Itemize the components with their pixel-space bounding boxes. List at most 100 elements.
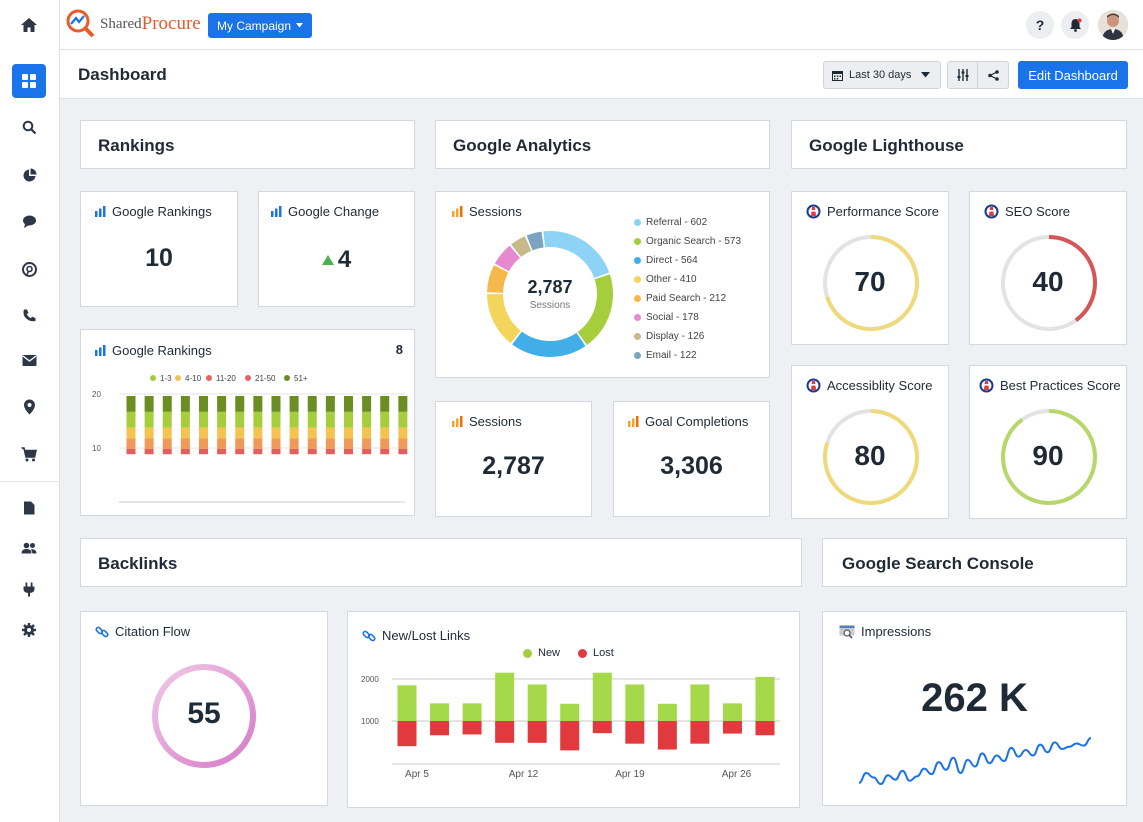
document-icon[interactable] [12, 491, 46, 525]
rank-bar-segment [144, 448, 154, 455]
rank-bar-segment [144, 396, 154, 412]
user-avatar[interactable] [1098, 10, 1128, 40]
impressions-sparkline [858, 737, 1092, 786]
gauge-arc [823, 409, 919, 505]
legend-lost-label: Lost [593, 647, 614, 659]
x-tick-label: Apr 19 [615, 769, 645, 780]
new-lost-links-widget[interactable]: New/Lost Links New Lost 1000 2000 Apr 5 Apr… [347, 611, 800, 808]
legend-new-label: New [538, 647, 561, 659]
widget-title: New/Lost Links [362, 628, 470, 643]
chat-icon[interactable] [12, 204, 46, 238]
brand-name-part1: Shared [100, 15, 142, 32]
legend-dot [245, 375, 251, 381]
donut-legend-item: Paid Search - 212 [634, 289, 741, 308]
rank-bar-segment [235, 448, 245, 455]
citation-flow-widget[interactable]: Citation Flow 55 [80, 611, 328, 806]
date-range-dropdown[interactable]: Last 30 days [823, 61, 941, 89]
new-links-bar [527, 684, 547, 721]
legend-new: New [523, 647, 560, 659]
rank-bar-segment [380, 438, 390, 449]
sliders-icon [957, 69, 968, 81]
widget-title-text: Goal Completions [645, 414, 749, 429]
legend-label: Social - 178 [646, 312, 699, 323]
sessions-value: 2,787 [482, 452, 545, 480]
y-tick-label: 2000 [361, 675, 379, 684]
section-title: Google Analytics [453, 136, 592, 155]
link-icon [95, 626, 109, 637]
rank-bar-segment [180, 411, 190, 428]
help-button[interactable]: ? [1026, 11, 1054, 39]
seo-score-widget[interactable]: SEO Score 40 [969, 191, 1127, 345]
users-icon[interactable] [12, 531, 46, 565]
legend-dot [206, 375, 212, 381]
sessions-widget[interactable]: Sessions 2,787 [435, 401, 592, 517]
performance-score-widget[interactable]: Performance Score 70 [791, 191, 949, 345]
accessibility-score-widget[interactable]: Accessiblity Score 80 [791, 365, 949, 519]
new-links-bar [657, 703, 677, 721]
goal-completions-widget[interactable]: Goal Completions 3,306 [613, 401, 770, 517]
widget-title-text: Citation Flow [115, 624, 191, 639]
dashboard-icon[interactable] [12, 64, 46, 98]
new-links-bar [722, 703, 742, 721]
mail-icon[interactable] [12, 343, 46, 377]
google-rankings-value: 10 [145, 244, 173, 272]
best-practices-score-widget[interactable]: Best Practices Score 90 [969, 365, 1127, 519]
google-rankings-widget[interactable]: Google Rankings 10 [80, 191, 238, 307]
rank-bar-segment [380, 448, 390, 455]
bar-chart-icon [452, 206, 463, 217]
legend-dot [284, 375, 290, 381]
search-icon[interactable] [12, 110, 46, 144]
campaign-dropdown[interactable]: My Campaign [208, 13, 313, 38]
x-tick-label: 18 Oct [130, 515, 156, 516]
rank-bar-segment [180, 396, 190, 412]
lost-links-bar [430, 721, 450, 736]
rank-bar-segment [343, 448, 353, 455]
notifications-button[interactable] [1061, 11, 1089, 39]
share-button[interactable] [978, 61, 1009, 89]
sessions-donut-widget[interactable]: Sessions 2,787 Sessions Referral - 602 Or… [435, 191, 770, 378]
section-header-analytics: Google Analytics [435, 120, 770, 169]
sidebar-divider [0, 481, 59, 482]
pie-chart-icon[interactable] [12, 158, 46, 192]
rank-bar-segment [162, 396, 172, 412]
plug-icon[interactable] [12, 572, 46, 606]
rank-bar-segment [235, 438, 245, 449]
filter-settings-button[interactable] [947, 61, 978, 89]
home-icon[interactable] [12, 8, 46, 42]
citation-flow-gauge [152, 664, 256, 768]
legend-label: Paid Search - 212 [646, 293, 727, 304]
cart-icon[interactable] [12, 437, 46, 471]
brand-logo[interactable]: Shared Procure [66, 8, 201, 40]
edit-dashboard-button[interactable]: Edit Dashboard [1018, 61, 1128, 89]
lost-links-bar [690, 721, 710, 744]
impressions-widget[interactable]: Impressions 262 K [822, 611, 1127, 806]
rank-bar-segment [253, 411, 263, 428]
caret-down-icon [921, 72, 931, 78]
x-tick-label: 8 Nov [319, 515, 342, 516]
page-title: Dashboard [78, 65, 167, 84]
lost-links-bar [592, 721, 612, 734]
rank-bar-segment [217, 411, 227, 428]
settings-gear-icon[interactable] [12, 613, 46, 647]
legend-dot [634, 219, 641, 226]
pinterest-icon[interactable] [12, 252, 46, 286]
rank-bar-segment [307, 448, 317, 455]
legend-label: 11-20 [216, 374, 236, 383]
bell-icon [1069, 18, 1081, 32]
map-pin-icon[interactable] [12, 390, 46, 424]
google-rankings-chart-widget[interactable]: Google Rankings 8 1-3 4-10 11-20 21-50 51+ 10… [80, 329, 415, 516]
section-header-search-console: Google Search Console [822, 538, 1127, 587]
rank-bar-segment [289, 411, 299, 428]
google-change-widget[interactable]: Google Change 4 [258, 191, 415, 307]
rank-bar-segment [144, 411, 154, 428]
legend-label: Other - 410 [646, 274, 697, 285]
legend-label: Display - 126 [646, 331, 705, 342]
phone-icon[interactable] [12, 298, 46, 332]
x-tick-label: 16 Nov [391, 515, 414, 516]
accessibility-gauge [823, 409, 919, 505]
rank-bar-segment [217, 427, 227, 439]
donut-legend-item: Email - 122 [634, 346, 741, 365]
new-links-bar [462, 703, 482, 721]
lost-links-bar [462, 721, 482, 735]
logo-magnifier-icon [66, 9, 95, 38]
